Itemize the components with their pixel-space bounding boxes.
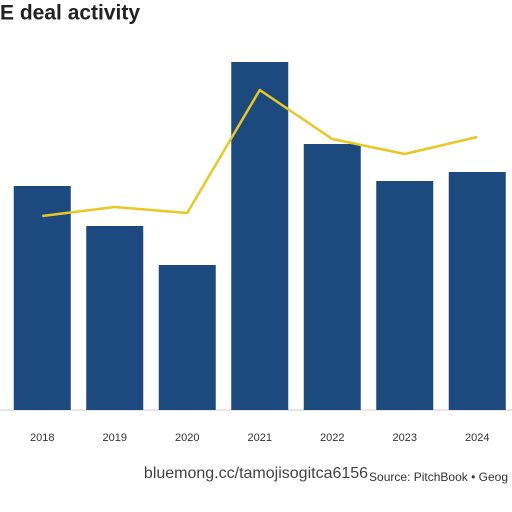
bar [86, 226, 144, 410]
x-tick-label: 2022 [320, 432, 344, 444]
bar [376, 181, 434, 410]
bar [448, 172, 506, 410]
bar [13, 186, 71, 410]
bar [231, 62, 289, 410]
x-tick-label: 2021 [248, 432, 272, 444]
source: Source: PitchBook • Geog [369, 470, 508, 484]
bar [158, 265, 216, 410]
x-tick-label: 2020 [175, 432, 199, 444]
x-tick-label: 2018 [30, 432, 54, 444]
line [42, 88, 478, 218]
watermark: bluemong.cc/tamojisogitca6156 [144, 465, 368, 482]
bar [303, 144, 361, 410]
x-tick-label: 2019 [103, 432, 127, 444]
x-tick-label: 2024 [465, 432, 489, 444]
x-tick-label: 2023 [393, 432, 417, 444]
chart-title: E deal activity [0, 2, 140, 25]
